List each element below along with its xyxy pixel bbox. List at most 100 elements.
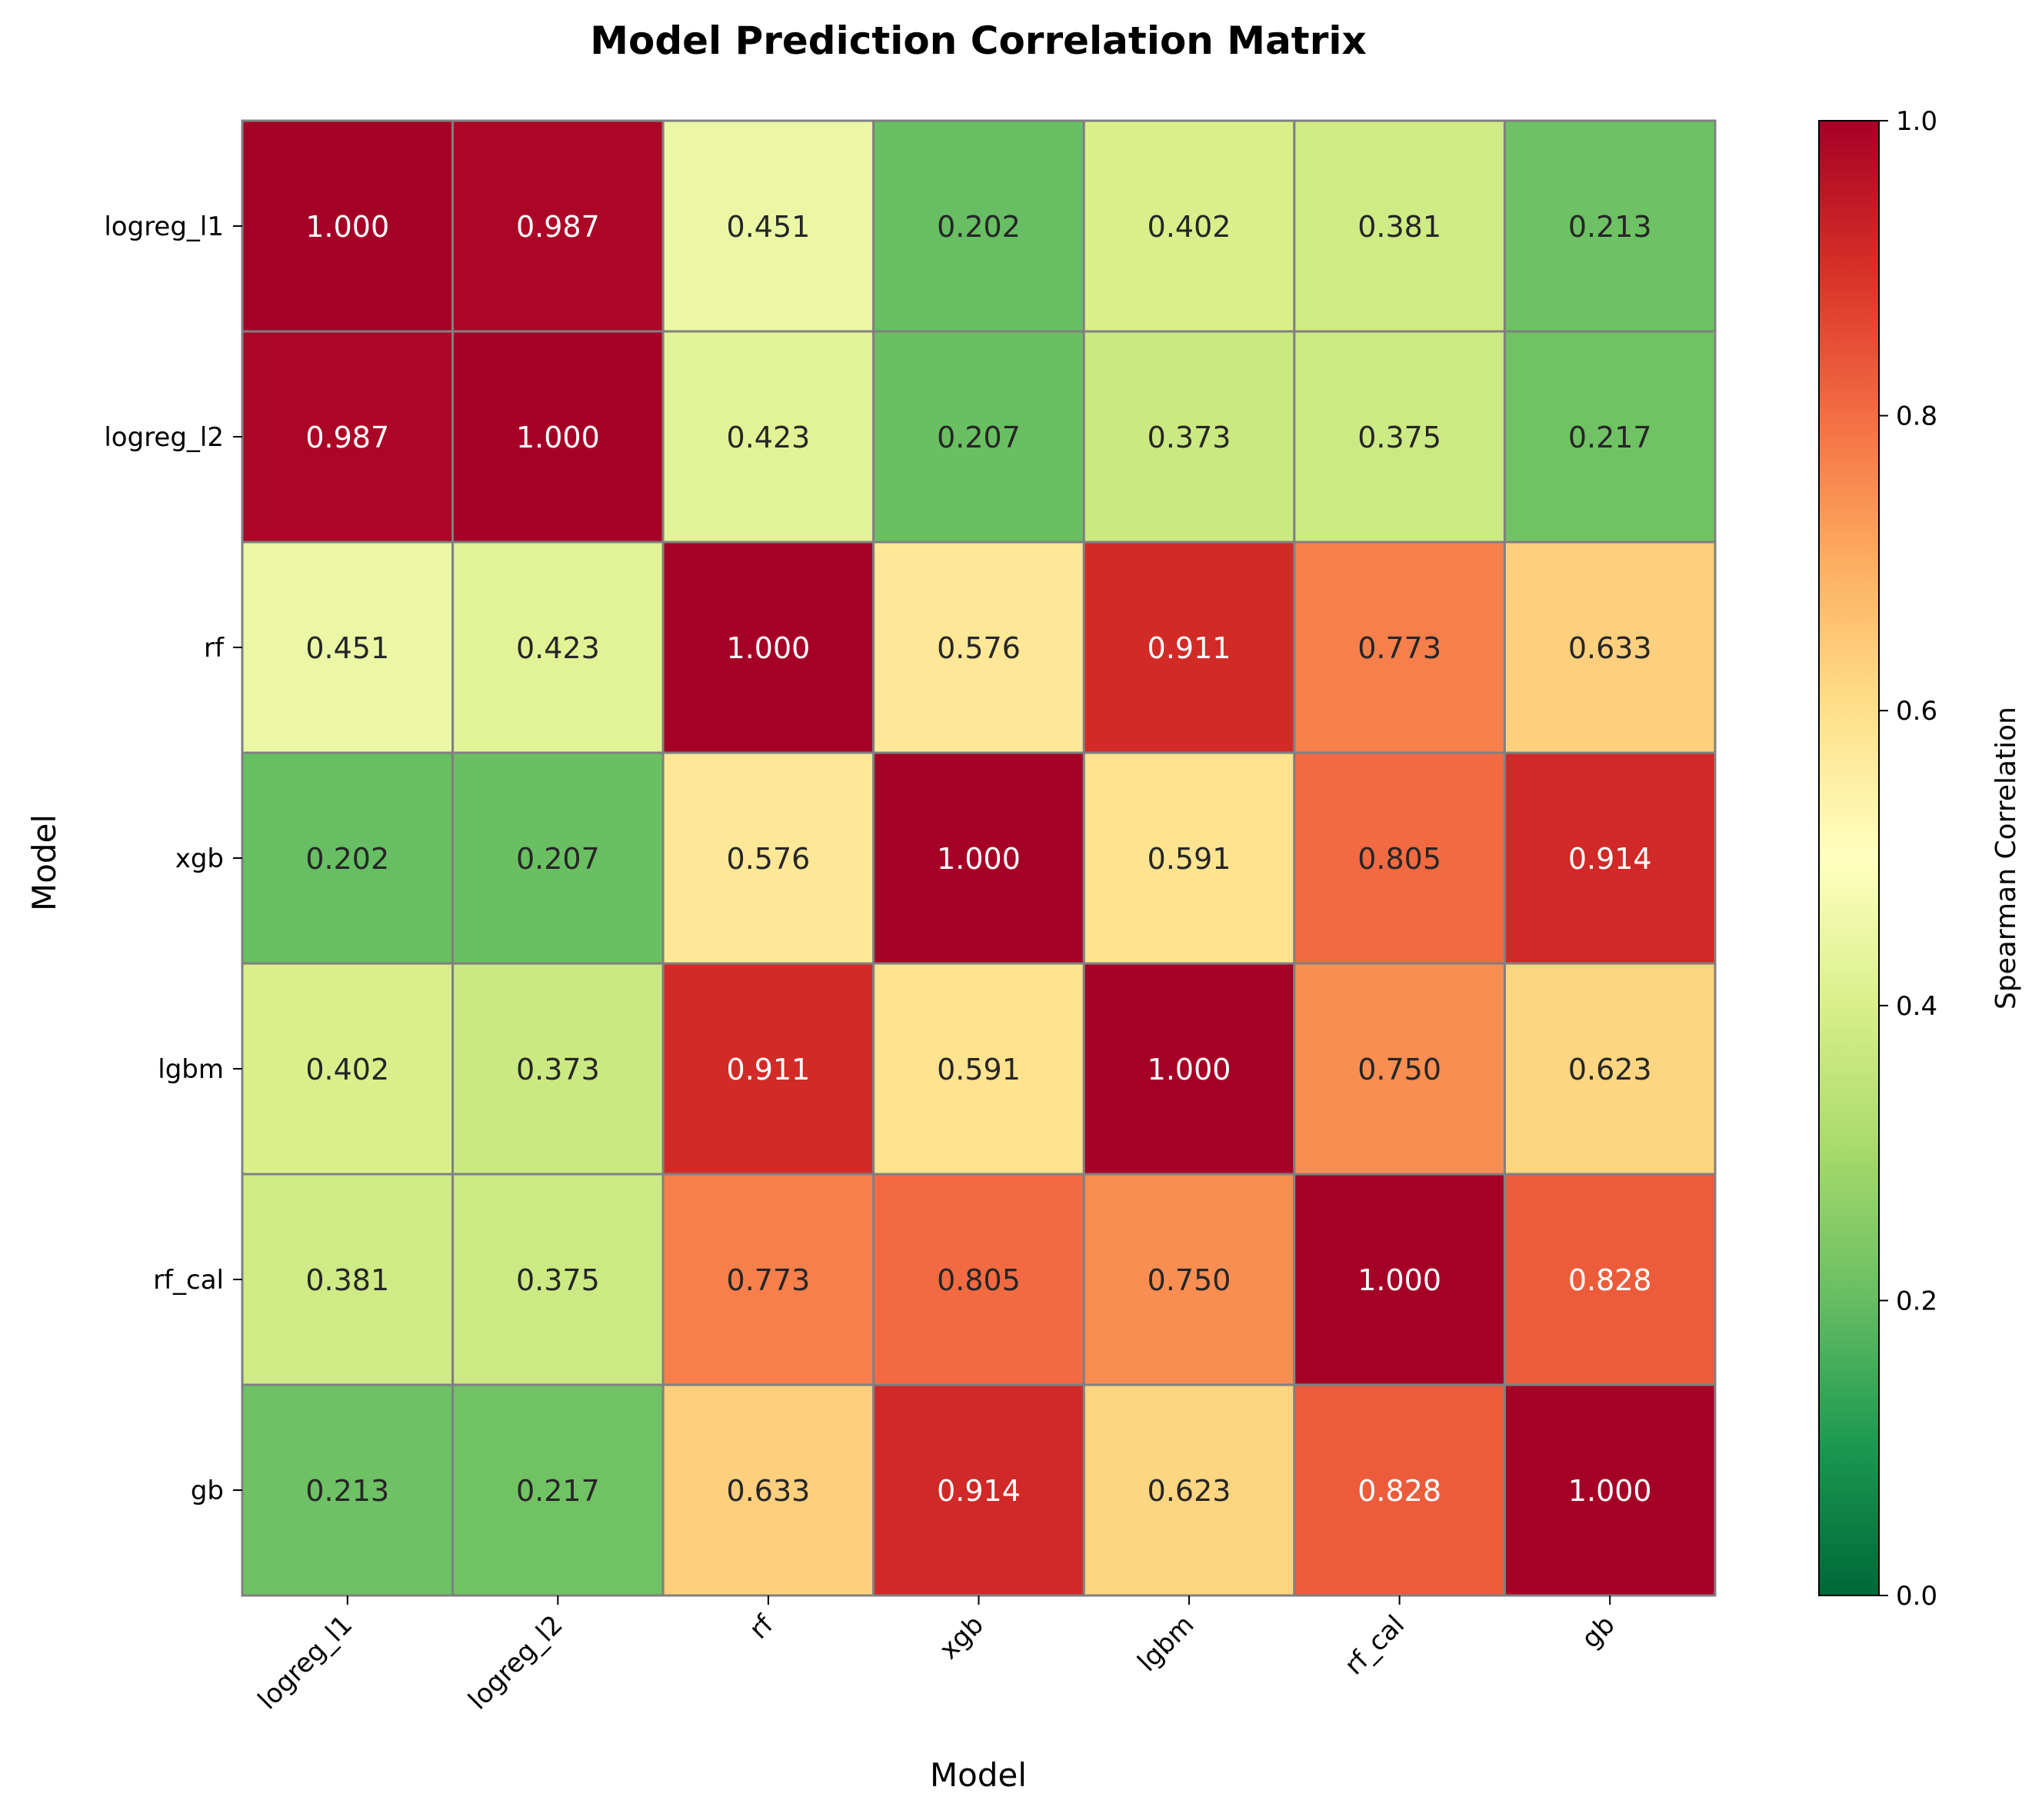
- cell-value-label: 0.402: [305, 1053, 389, 1086]
- heatmap-cell: [872, 541, 1085, 754]
- heatmap-cell: [661, 962, 875, 1176]
- heatmap-cell: [451, 541, 665, 754]
- colorbar-tick-label: 0.8: [1896, 401, 1937, 432]
- colorbar-tick-label: 0.0: [1896, 1581, 1937, 1612]
- heatmap-cell: [241, 119, 455, 333]
- heatmap-cell: [241, 962, 455, 1176]
- heatmap-cell: [661, 1383, 875, 1597]
- x-tick-label: xgb: [934, 1609, 990, 1665]
- cell-value-label: 1.000: [937, 842, 1021, 876]
- cell-value-label: 0.805: [937, 1263, 1021, 1297]
- y-tick-label: lgbm: [158, 1054, 224, 1085]
- cell-value-label: 0.633: [727, 1474, 811, 1508]
- heatmap-cell: [1503, 330, 1717, 544]
- cell-value-label: 0.773: [727, 1263, 811, 1297]
- x-tick-label: logreg_l2: [462, 1609, 568, 1715]
- heatmap-cell: [451, 119, 665, 333]
- cell-value-label: 0.423: [727, 421, 811, 454]
- y-axis-label: Model: [25, 814, 63, 911]
- cell-value-label: 0.576: [937, 631, 1021, 665]
- cell-value-label: 0.373: [1148, 421, 1231, 454]
- heatmap-cell: [1503, 751, 1717, 965]
- cell-value-label: 0.750: [1357, 1053, 1441, 1086]
- cell-value-label: 0.623: [1568, 1053, 1652, 1086]
- heatmap-cell: [872, 119, 1085, 333]
- heatmap-cell: [1082, 119, 1296, 333]
- colorbar: 0.0 0.2 0.4 0.6 0.8 1.0 Spearman Correlation: [1818, 106, 2022, 1612]
- heatmap-cell: [872, 1173, 1085, 1386]
- cell-value-label: 1.000: [727, 631, 811, 665]
- cell-value-label: 0.423: [516, 631, 600, 665]
- cell-value-label: 0.591: [937, 1053, 1021, 1086]
- heatmap-cell: [451, 751, 665, 965]
- colorbar-tick-label: 1.0: [1896, 106, 1937, 137]
- cell-value-label: 0.914: [1568, 842, 1652, 876]
- colorbar-gradient: [1819, 121, 1879, 1595]
- x-axis-label: Model: [930, 1756, 1027, 1794]
- cell-value-label: 0.911: [727, 1053, 811, 1086]
- cell-value-label: 0.213: [1568, 210, 1652, 244]
- cell-value-label: 0.451: [727, 210, 811, 244]
- cell-value-label: 0.623: [1148, 1474, 1231, 1508]
- cell-value-label: 1.000: [1568, 1474, 1652, 1508]
- heatmap-cell: [872, 751, 1085, 965]
- heatmap-cell: [1293, 119, 1506, 333]
- y-tick-label: xgb: [175, 843, 224, 874]
- x-tick-label: gb: [1576, 1609, 1621, 1655]
- heatmap-cell: [661, 330, 875, 544]
- cell-value-label: 0.207: [516, 842, 600, 876]
- heatmap-cell: [872, 1383, 1085, 1597]
- heatmap-cell: [661, 119, 875, 333]
- heatmap-cell: [1293, 751, 1506, 965]
- heatmap-cell: [1503, 541, 1717, 754]
- cell-value-label: 0.987: [516, 210, 600, 244]
- heatmap-cell: [1082, 541, 1296, 754]
- cell-value-label: 0.207: [937, 421, 1021, 454]
- cell-value-label: 0.373: [516, 1053, 600, 1086]
- y-tick-label: logreg_l2: [104, 422, 224, 453]
- cell-value-label: 0.451: [305, 631, 389, 665]
- heatmap-cell: [1082, 1173, 1296, 1386]
- heatmap-cells: [241, 119, 1717, 1597]
- x-axis-ticks: logreg_l1 logreg_l2 rf xgb lgbm rf_cal gb: [252, 1595, 1621, 1715]
- cell-value-label: 0.381: [305, 1263, 389, 1297]
- y-tick-label: rf: [204, 633, 225, 664]
- colorbar-tick-label: 0.2: [1896, 1286, 1937, 1316]
- heatmap-cell: [1503, 1383, 1717, 1597]
- cell-value-label: 0.213: [305, 1474, 389, 1508]
- cell-value-label: 0.202: [305, 842, 389, 876]
- cell-value-label: 0.828: [1357, 1474, 1441, 1508]
- heatmap-cell: [1293, 330, 1506, 544]
- x-tick-label: rf_cal: [1339, 1609, 1411, 1681]
- heatmap-cell: [661, 1173, 875, 1386]
- cell-value-label: 0.381: [1357, 210, 1441, 244]
- cell-value-label: 0.375: [516, 1263, 600, 1297]
- heatmap-cell: [1293, 1383, 1506, 1597]
- y-tick-label: rf_cal: [153, 1265, 224, 1296]
- cell-value-label: 0.576: [727, 842, 811, 876]
- chart-title: Model Prediction Correlation Matrix: [590, 18, 1367, 63]
- cell-value-label: 0.987: [305, 421, 389, 454]
- cell-value-label: 0.914: [937, 1474, 1021, 1508]
- colorbar-tick-label: 0.6: [1896, 696, 1937, 727]
- cell-value-label: 0.828: [1568, 1263, 1652, 1297]
- heatmap-cell: [241, 751, 455, 965]
- x-tick-label: logreg_l1: [252, 1609, 358, 1715]
- heatmap-cell: [241, 1173, 455, 1386]
- colorbar-ticks: 0.0 0.2 0.4 0.6 0.8 1.0: [1879, 106, 1937, 1612]
- cell-value-label: 0.591: [1148, 842, 1231, 876]
- cell-value-label: 0.911: [1148, 631, 1231, 665]
- colorbar-tick-label: 0.4: [1896, 991, 1937, 1022]
- cell-value-label: 1.000: [1357, 1263, 1441, 1297]
- cell-value-label: 1.000: [305, 210, 389, 244]
- x-tick-label: lgbm: [1132, 1609, 1201, 1678]
- heatmap-cell: [1082, 1383, 1296, 1597]
- cell-value-label: 1.000: [1148, 1053, 1231, 1086]
- cell-value-label: 1.000: [516, 421, 600, 454]
- cell-value-label: 0.805: [1357, 842, 1441, 876]
- heatmap-cell: [451, 1173, 665, 1386]
- x-tick-label: rf: [744, 1609, 780, 1645]
